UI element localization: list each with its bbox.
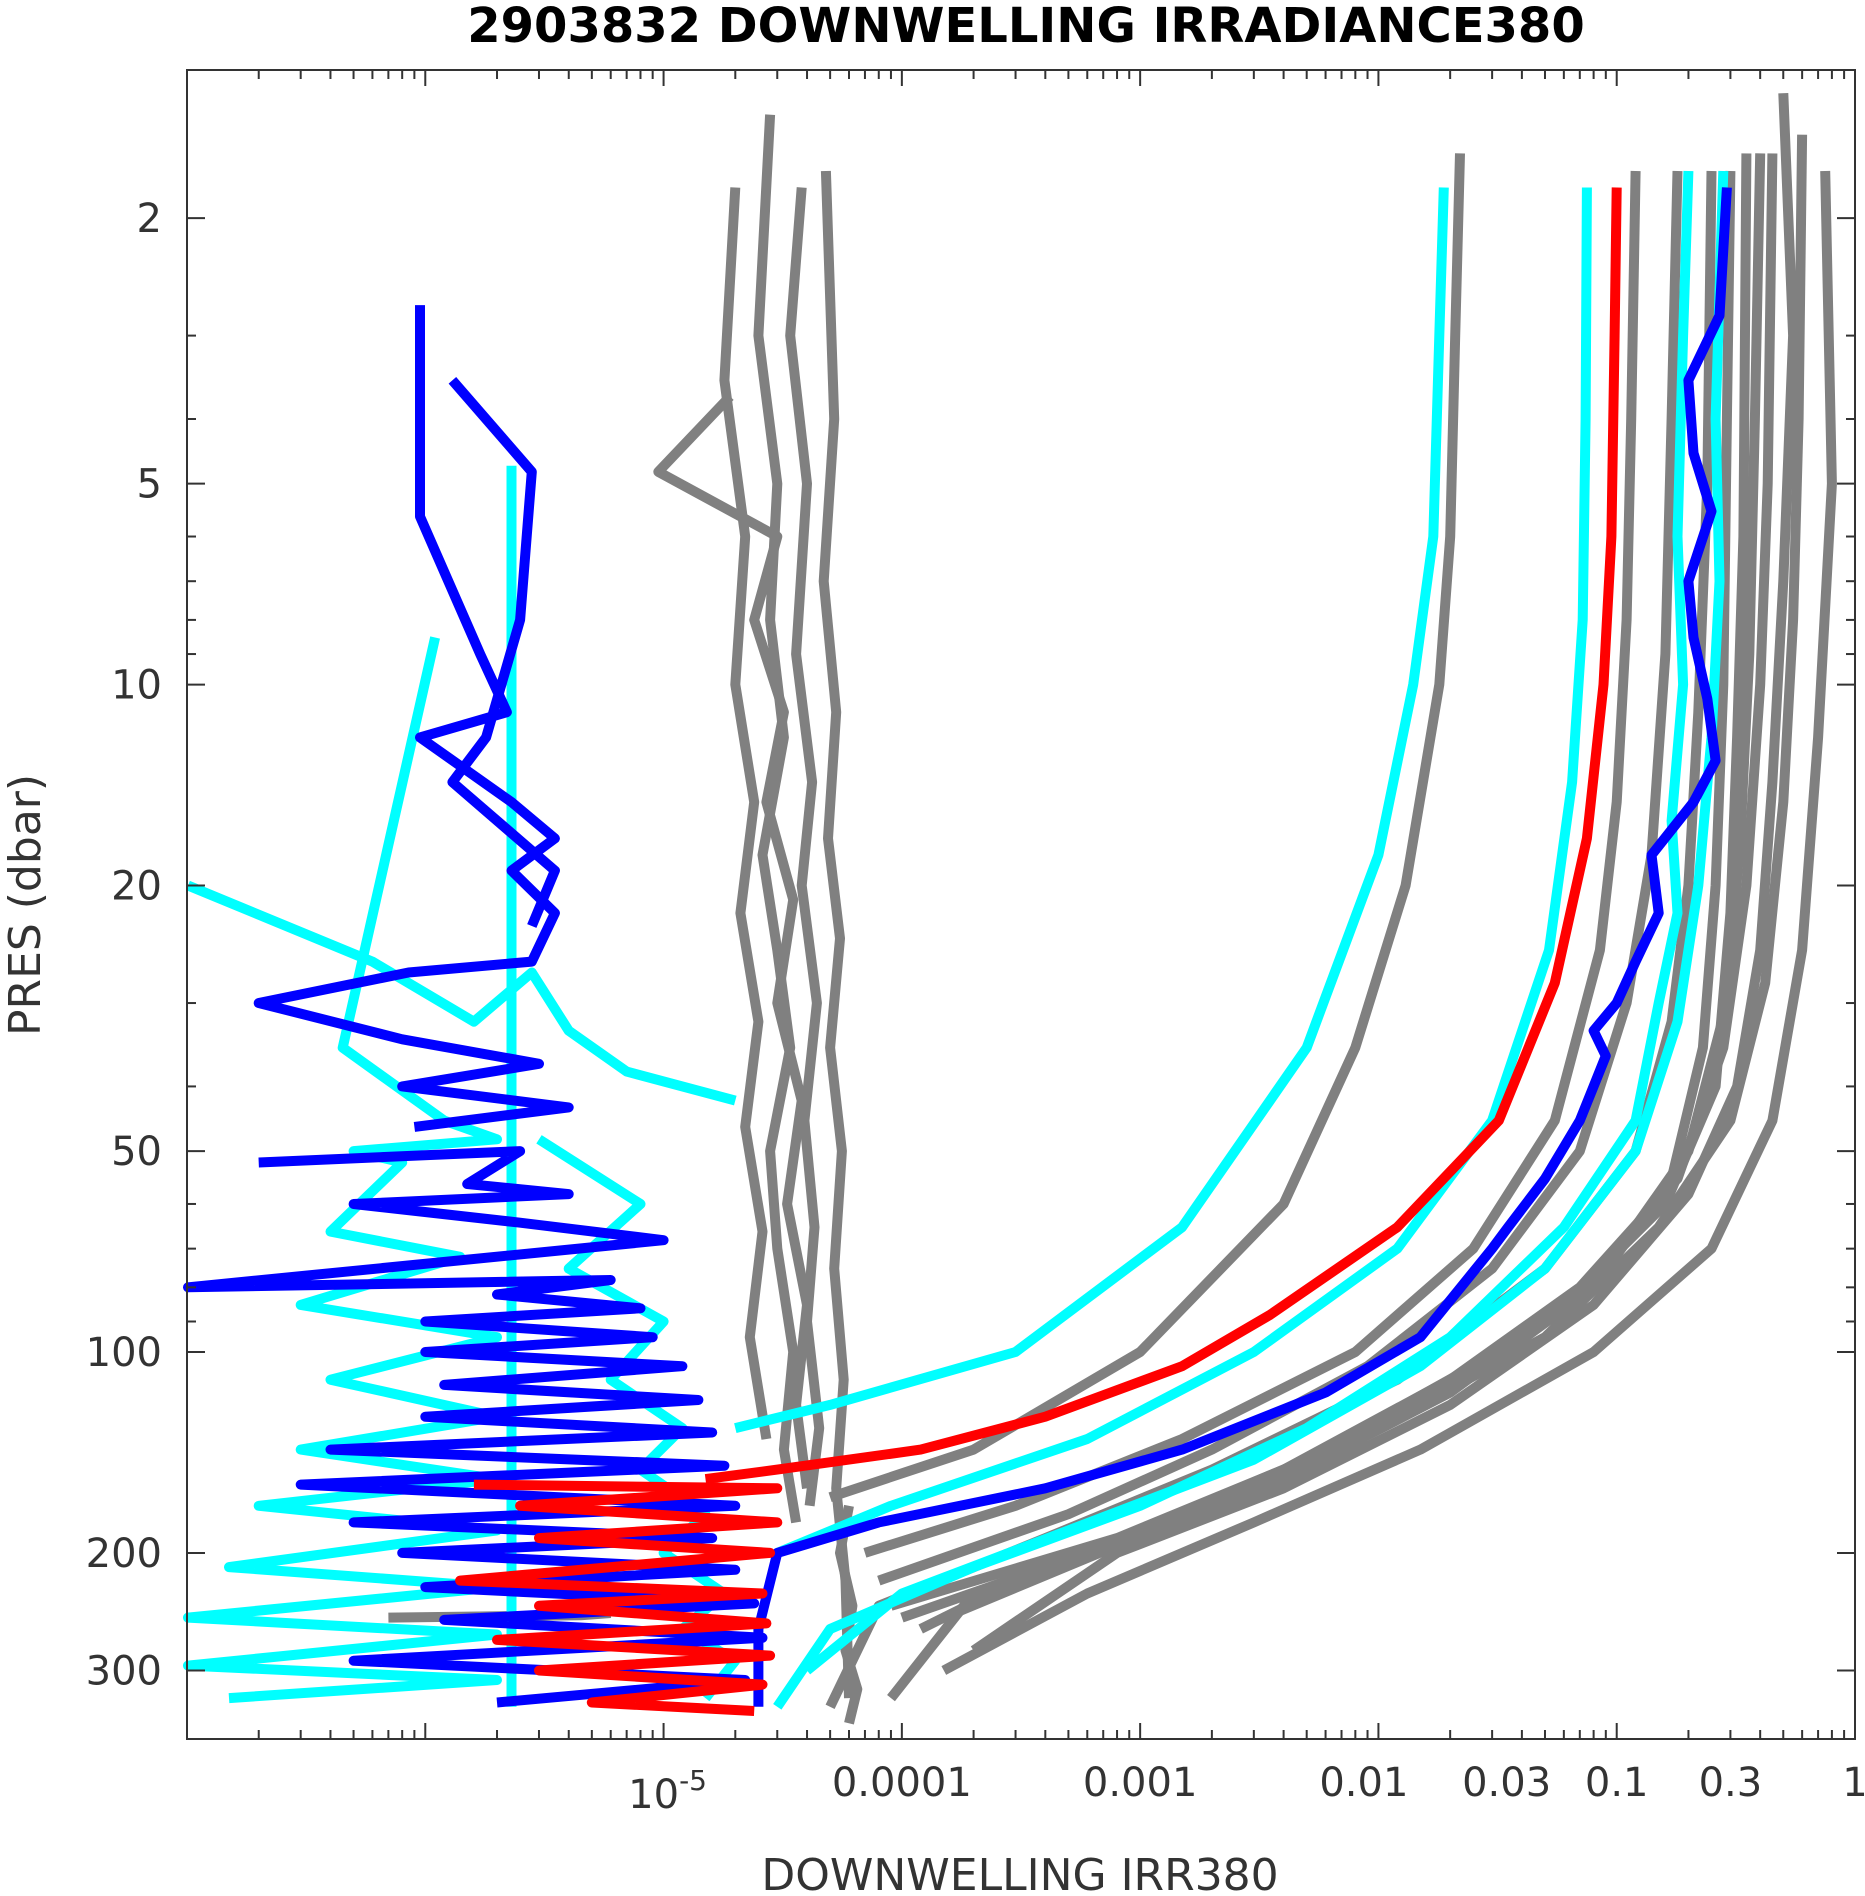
y-tick-label: 300 xyxy=(86,1648,162,1694)
y-tick-label: 50 xyxy=(111,1129,162,1175)
plot-lines xyxy=(183,92,1837,1725)
y-tick-labels: 2 5 10 20 50 100 200 300 xyxy=(86,196,162,1694)
series-line-blue-27 xyxy=(447,377,560,928)
y-tick-label: 20 xyxy=(111,864,162,910)
y-tick-label: 2 xyxy=(137,196,162,242)
series-line-gray-12 xyxy=(785,187,825,1507)
x-tick-label: 0.03 xyxy=(1462,1760,1551,1806)
series-line-cyan-23 xyxy=(183,636,502,1704)
series-line-cyan-24 xyxy=(186,880,737,1106)
series-line-cyan-18 xyxy=(734,187,1449,1433)
y-tick-label: 10 xyxy=(111,663,162,709)
x-tick-label: 0.3 xyxy=(1699,1760,1763,1806)
y-tick-label: 200 xyxy=(86,1531,162,1577)
series-line-red-30 xyxy=(704,187,1622,1485)
series-line-gray-14 xyxy=(719,187,772,1440)
series-line-gray-5 xyxy=(941,170,1837,1675)
chart-title: 2903832 DOWNWELLING IRRADIANCE380 xyxy=(467,0,1584,54)
x-tick-label: 0.1 xyxy=(1585,1760,1649,1806)
y-tick-label: 100 xyxy=(86,1330,162,1376)
x-tick-exponent: -5 xyxy=(679,1764,707,1797)
x-tick-label: 0.01 xyxy=(1319,1760,1408,1806)
series-line-red-31 xyxy=(455,1479,783,1716)
axis-ticks xyxy=(186,70,1856,1739)
y-axis-label: PRES (dbar) xyxy=(0,774,51,1036)
series-line-blue-28 xyxy=(183,1146,768,1708)
y-tick-label: 5 xyxy=(137,462,162,508)
series-line-gray-10 xyxy=(941,170,1736,1623)
series-line-gray-0 xyxy=(828,153,1465,1502)
series-line-gray-16 xyxy=(835,1504,863,1725)
series-line-gray-15 xyxy=(653,392,812,1489)
x-axis-label: DOWNWELLING IRR380 xyxy=(761,1850,1278,1896)
x-tick-label: 1 xyxy=(1842,1760,1865,1806)
series-line-cyan-19 xyxy=(775,187,1592,1558)
series-line-cyan-21 xyxy=(803,170,1729,1675)
x-tick-labels: 10-5 0.0001 0.001 0.01 0.03 0.1 0.3 1 xyxy=(628,1760,1865,1818)
series-line-gray-2 xyxy=(877,170,1683,1586)
x-tick-label: 0.001 xyxy=(1083,1760,1198,1806)
plot-frame xyxy=(186,69,1856,1740)
series-line-blue-29 xyxy=(753,187,1732,1707)
series-line-gray-13 xyxy=(818,170,854,1699)
series-line-gray-11 xyxy=(753,114,802,1524)
x-tick-label: 0.0001 xyxy=(832,1760,972,1806)
x-tick-label: 10-5 xyxy=(628,1764,707,1818)
series-line-gray-7 xyxy=(970,92,1799,1655)
